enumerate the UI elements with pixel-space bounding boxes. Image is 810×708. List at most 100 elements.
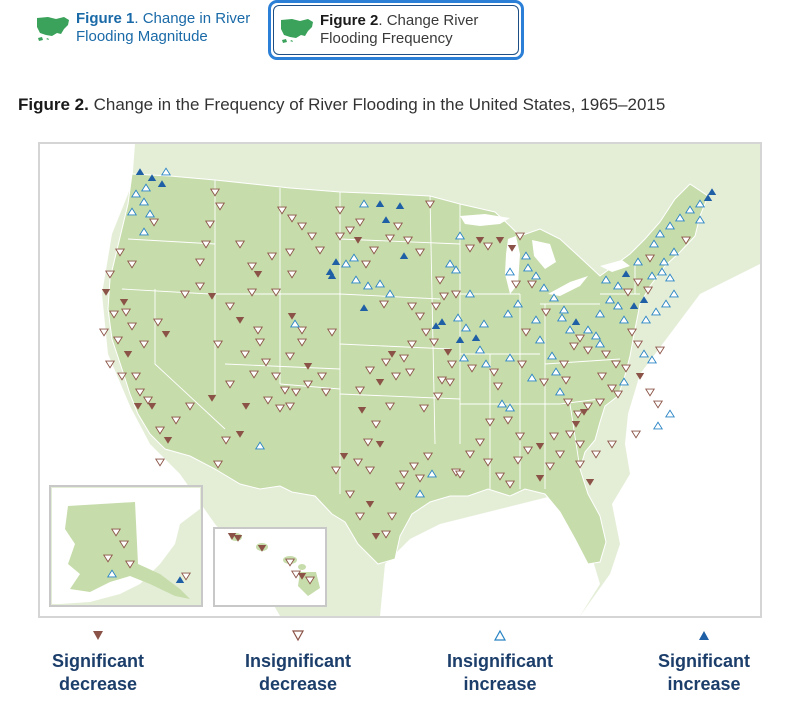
insignificant-decrease-marker <box>98 328 110 337</box>
insignificant-increase-marker <box>694 199 706 208</box>
insignificant-decrease-marker <box>632 340 644 349</box>
insignificant-increase-marker <box>548 293 560 302</box>
insignificant-decrease-marker <box>504 480 516 489</box>
insignificant-decrease-marker <box>622 288 634 297</box>
insignificant-decrease-marker <box>422 452 434 461</box>
insignificant-decrease-marker <box>544 462 556 471</box>
insignificant-decrease-marker <box>630 430 642 439</box>
insignificant-increase-marker <box>556 313 568 322</box>
insignificant-decrease-marker <box>642 286 654 295</box>
insignificant-decrease-marker <box>334 232 346 241</box>
insignificant-decrease-marker <box>398 470 410 479</box>
significant-decrease-marker <box>371 533 381 540</box>
insignificant-increase-marker <box>632 257 644 266</box>
insignificant-decrease-marker <box>134 388 146 397</box>
insignificant-increase-marker <box>612 281 624 290</box>
lake-superior <box>460 214 510 226</box>
insignificant-decrease-marker <box>284 402 296 411</box>
significant-increase-marker <box>437 318 447 325</box>
insignificant-increase-marker <box>664 409 676 418</box>
insignificant-increase-marker <box>546 351 558 360</box>
significant-increase-marker <box>331 258 341 265</box>
significant-decrease-marker <box>147 403 157 410</box>
insignificant-decrease-marker <box>464 450 476 459</box>
legend-line1: Significant <box>51 651 144 671</box>
insignificant-decrease-marker <box>314 246 326 255</box>
insignificant-decrease-marker <box>262 396 274 405</box>
tab-2-label-line2: Flooding Frequency <box>320 30 453 47</box>
insignificant-decrease-marker <box>330 466 342 475</box>
insignificant-increase-marker <box>664 273 676 282</box>
insignificant-decrease-marker <box>414 474 426 483</box>
legend-line2: decrease <box>58 674 138 694</box>
insignificant-decrease-marker <box>270 372 282 381</box>
significant-increase-marker <box>135 168 145 175</box>
insignificant-increase-marker <box>452 313 464 322</box>
insignificant-decrease-marker <box>364 466 376 475</box>
insignificant-decrease-marker <box>428 338 440 347</box>
insignificant-increase-marker <box>478 319 490 328</box>
significant-decrease-marker <box>235 431 245 438</box>
legend-insignificant-decrease: Insignificant decrease <box>218 628 378 696</box>
insignificant-increase-marker <box>512 299 524 308</box>
insignificant-decrease-marker <box>112 336 124 345</box>
insignificant-increase-marker <box>130 189 142 198</box>
insignificant-decrease-marker <box>418 404 430 413</box>
insignificant-increase-marker <box>640 315 652 324</box>
insignificant-increase-marker <box>340 259 352 268</box>
significant-decrease-marker <box>475 237 485 244</box>
significant-increase-marker <box>639 296 649 303</box>
significant-decrease-marker <box>635 373 645 380</box>
insignificant-increase-marker <box>582 325 594 334</box>
insignificant-decrease-marker <box>386 512 398 521</box>
insignificant-increase-marker <box>656 267 668 276</box>
insignificant-decrease-marker <box>209 188 221 197</box>
insignificant-decrease-marker <box>118 540 130 549</box>
lake-erie <box>548 276 588 296</box>
insignificant-decrease-marker <box>200 240 212 249</box>
significant-increase-marker <box>147 174 157 181</box>
insignificant-decrease-marker <box>212 460 224 469</box>
insignificant-decrease-marker <box>138 340 150 349</box>
insignificant-decrease-marker <box>390 372 402 381</box>
insignificant-decrease-marker <box>148 218 160 227</box>
significant-decrease-marker <box>303 363 313 370</box>
significant-decrease-marker <box>585 479 595 486</box>
insignificant-decrease-marker <box>568 342 580 351</box>
significant-decrease-marker <box>571 421 581 428</box>
insignificant-decrease-marker <box>574 440 586 449</box>
insignificant-increase-marker <box>126 207 138 216</box>
insignificant-decrease-marker <box>179 290 191 299</box>
insignificant-decrease-marker <box>554 450 566 459</box>
insignificant-decrease-marker <box>432 392 444 401</box>
significant-decrease-marker <box>443 349 453 356</box>
insignificant-increase-marker <box>138 227 150 236</box>
insignificant-increase-marker <box>530 315 542 324</box>
insignificant-decrease-marker <box>558 360 570 369</box>
insignificant-increase-marker <box>600 275 612 284</box>
atlantic-ocean <box>580 264 760 616</box>
insignificant-decrease-marker <box>474 438 486 447</box>
insignificant-decrease-marker <box>364 366 376 375</box>
tab-figure-1[interactable]: Figure 1. Change in River Flooding Magni… <box>30 2 260 54</box>
insignificant-decrease-marker <box>494 472 506 481</box>
insignificant-decrease-marker <box>436 376 448 385</box>
significant-increase-marker <box>703 194 713 201</box>
legend-line2: decrease <box>258 674 338 694</box>
insignificant-decrease-marker <box>344 490 356 499</box>
insignificant-decrease-marker <box>466 364 478 373</box>
insignificant-decrease-marker <box>248 370 260 379</box>
insignificant-increase-marker <box>646 271 658 280</box>
significant-decrease-triangle-icon <box>93 631 103 640</box>
insignificant-decrease-marker <box>184 402 196 411</box>
insignificant-decrease-marker <box>582 402 594 411</box>
significant-decrease-marker <box>163 437 173 444</box>
insignificant-increase-marker <box>558 305 570 314</box>
insignificant-decrease-marker <box>522 446 534 455</box>
tab-figure-2[interactable]: Figure 2. Change River Flooding Frequenc… <box>268 0 524 60</box>
insignificant-decrease-marker <box>290 388 302 397</box>
insignificant-decrease-marker <box>254 338 266 347</box>
insignificant-decrease-marker <box>406 340 418 349</box>
significant-increase-marker <box>707 188 717 195</box>
insignificant-decrease-marker <box>512 456 524 465</box>
